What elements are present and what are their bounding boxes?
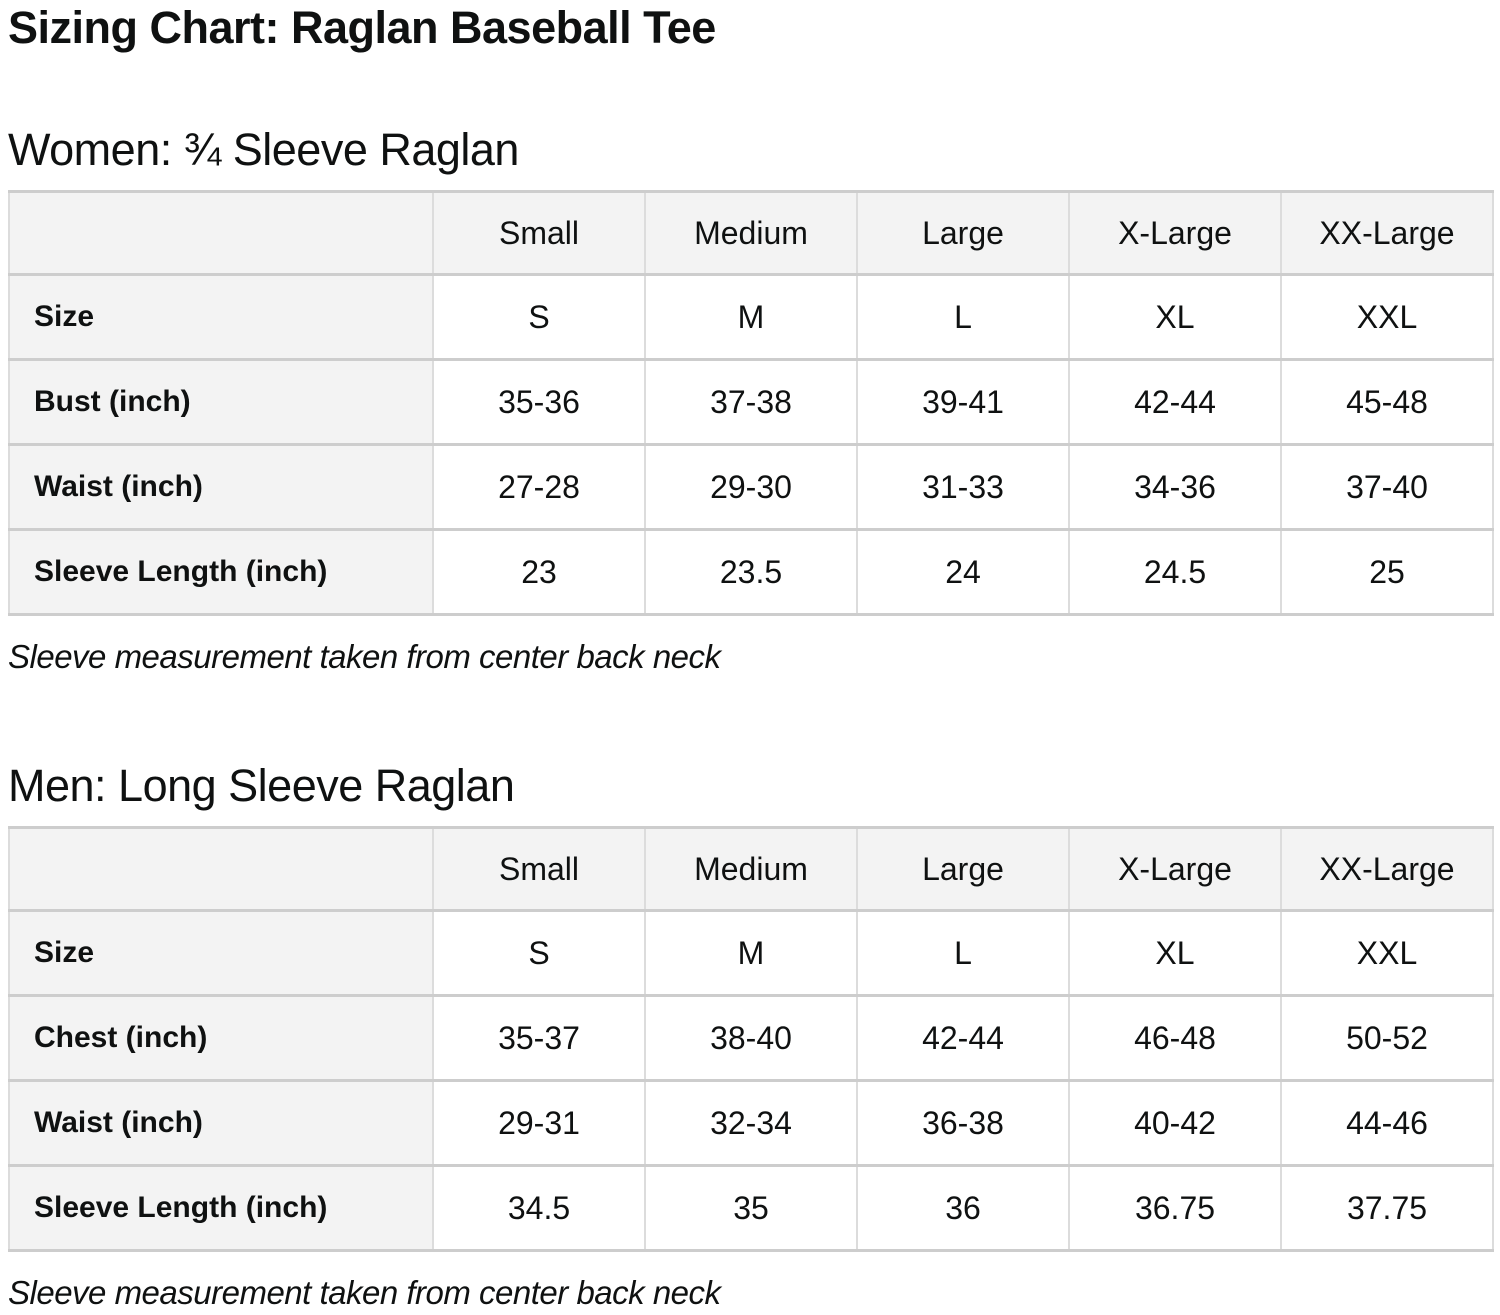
table-cell: 40-42 bbox=[1068, 1079, 1282, 1167]
section-heading-men: Men: Long Sleeve Raglan bbox=[8, 760, 515, 811]
table-cell: 35 bbox=[644, 1164, 858, 1252]
table-row-size: Size S M L XL XXL bbox=[8, 273, 1494, 361]
row-label-chest: Chest (inch) bbox=[8, 994, 434, 1082]
table-cell: 50-52 bbox=[1280, 994, 1494, 1082]
table-cell: L bbox=[856, 273, 1070, 361]
table-cell: 36-38 bbox=[856, 1079, 1070, 1167]
table-cell: S bbox=[432, 909, 646, 997]
column-header-small: Small bbox=[432, 190, 646, 276]
table-cell: 34.5 bbox=[432, 1164, 646, 1252]
table-cell: 38-40 bbox=[644, 994, 858, 1082]
table-cell: 27-28 bbox=[432, 443, 646, 531]
column-header-xxlarge: XX-Large bbox=[1280, 826, 1494, 912]
table-cell: 39-41 bbox=[856, 358, 1070, 446]
section-heading-women: Women: ¾ Sleeve Raglan bbox=[8, 124, 519, 175]
table-cell: 45-48 bbox=[1280, 358, 1494, 446]
table-cell: 23.5 bbox=[644, 528, 858, 616]
row-label-waist: Waist (inch) bbox=[8, 443, 434, 531]
table-row-bust: Bust (inch) 35-36 37-38 39-41 42-44 45-4… bbox=[8, 358, 1494, 446]
table-cell: 42-44 bbox=[856, 994, 1070, 1082]
table-cell: 24.5 bbox=[1068, 528, 1282, 616]
column-header-xlarge: X-Large bbox=[1068, 826, 1282, 912]
table-cell: 44-46 bbox=[1280, 1079, 1494, 1167]
table-cell: 25 bbox=[1280, 528, 1494, 616]
table-cell: 24 bbox=[856, 528, 1070, 616]
section-men: Men: Long Sleeve Raglan Small Medium Lar… bbox=[8, 760, 1494, 1312]
column-header-medium: Medium bbox=[644, 826, 858, 912]
column-header-large: Large bbox=[856, 826, 1070, 912]
row-label-waist: Waist (inch) bbox=[8, 1079, 434, 1167]
table-cell: XL bbox=[1068, 273, 1282, 361]
table-header-row: Small Medium Large X-Large XX-Large bbox=[8, 190, 1494, 276]
row-label-size: Size bbox=[8, 909, 434, 997]
table-cell: 35-36 bbox=[432, 358, 646, 446]
column-header-xlarge: X-Large bbox=[1068, 190, 1282, 276]
table-cell: 35-37 bbox=[432, 994, 646, 1082]
table-cell: XL bbox=[1068, 909, 1282, 997]
table-header-row: Small Medium Large X-Large XX-Large bbox=[8, 826, 1494, 912]
table-cell: 37-38 bbox=[644, 358, 858, 446]
table-cell: M bbox=[644, 909, 858, 997]
table-cell: XXL bbox=[1280, 273, 1494, 361]
column-header-medium: Medium bbox=[644, 190, 858, 276]
table-cell: 36 bbox=[856, 1164, 1070, 1252]
row-label-size: Size bbox=[8, 273, 434, 361]
row-label-sleeve-length: Sleeve Length (inch) bbox=[8, 528, 434, 616]
table-cell: M bbox=[644, 273, 858, 361]
table-cell: 42-44 bbox=[1068, 358, 1282, 446]
column-header-xxlarge: XX-Large bbox=[1280, 190, 1494, 276]
table-cell: 34-36 bbox=[1068, 443, 1282, 531]
table-cell: 36.75 bbox=[1068, 1164, 1282, 1252]
table-row-sleeve-length: Sleeve Length (inch) 34.5 35 36 36.75 37… bbox=[8, 1164, 1494, 1252]
table-cell: 46-48 bbox=[1068, 994, 1282, 1082]
page-title: Sizing Chart: Raglan Baseball Tee bbox=[8, 2, 716, 53]
section-women: Women: ¾ Sleeve Raglan Small Medium Larg… bbox=[8, 124, 1494, 676]
table-row-size: Size S M L XL XXL bbox=[8, 909, 1494, 997]
corner-cell bbox=[8, 190, 434, 276]
table-cell: 37.75 bbox=[1280, 1164, 1494, 1252]
corner-cell bbox=[8, 826, 434, 912]
table-cell: S bbox=[432, 273, 646, 361]
table-cell: XXL bbox=[1280, 909, 1494, 997]
table-cell: 31-33 bbox=[856, 443, 1070, 531]
table-cell: 37-40 bbox=[1280, 443, 1494, 531]
table-row-chest: Chest (inch) 35-37 38-40 42-44 46-48 50-… bbox=[8, 994, 1494, 1082]
table-row-waist: Waist (inch) 27-28 29-30 31-33 34-36 37-… bbox=[8, 443, 1494, 531]
women-sizing-table: Small Medium Large X-Large XX-Large Size… bbox=[8, 190, 1494, 616]
table-cell: L bbox=[856, 909, 1070, 997]
table-cell: 29-31 bbox=[432, 1079, 646, 1167]
sleeve-measurement-note: Sleeve measurement taken from center bac… bbox=[8, 1274, 721, 1311]
column-header-small: Small bbox=[432, 826, 646, 912]
table-row-sleeve-length: Sleeve Length (inch) 23 23.5 24 24.5 25 bbox=[8, 528, 1494, 616]
men-sizing-table: Small Medium Large X-Large XX-Large Size… bbox=[8, 826, 1494, 1252]
table-row-waist: Waist (inch) 29-31 32-34 36-38 40-42 44-… bbox=[8, 1079, 1494, 1167]
table-cell: 32-34 bbox=[644, 1079, 858, 1167]
column-header-large: Large bbox=[856, 190, 1070, 276]
row-label-bust: Bust (inch) bbox=[8, 358, 434, 446]
row-label-sleeve-length: Sleeve Length (inch) bbox=[8, 1164, 434, 1252]
table-cell: 23 bbox=[432, 528, 646, 616]
table-cell: 29-30 bbox=[644, 443, 858, 531]
sleeve-measurement-note: Sleeve measurement taken from center bac… bbox=[8, 638, 721, 675]
